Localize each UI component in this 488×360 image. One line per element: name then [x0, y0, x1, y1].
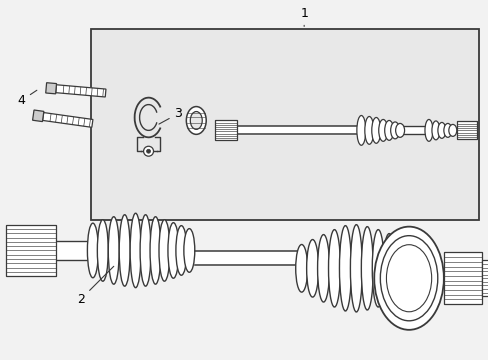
Ellipse shape: [150, 217, 161, 284]
Ellipse shape: [443, 123, 451, 137]
Ellipse shape: [295, 244, 307, 292]
Ellipse shape: [306, 239, 318, 297]
Ellipse shape: [176, 226, 186, 275]
Ellipse shape: [159, 220, 169, 281]
Bar: [481, 260, 488, 296]
Ellipse shape: [119, 215, 130, 286]
Circle shape: [146, 149, 150, 153]
Circle shape: [143, 146, 153, 156]
Ellipse shape: [108, 217, 119, 284]
Ellipse shape: [437, 122, 445, 138]
Ellipse shape: [395, 123, 404, 137]
Ellipse shape: [186, 107, 206, 134]
Ellipse shape: [167, 223, 179, 278]
Ellipse shape: [361, 227, 372, 310]
Ellipse shape: [87, 223, 98, 278]
Ellipse shape: [339, 226, 351, 311]
Ellipse shape: [130, 213, 141, 288]
Bar: [6, 225, 56, 276]
Text: 1: 1: [300, 7, 307, 26]
Ellipse shape: [448, 125, 456, 136]
Text: 2: 2: [77, 266, 114, 306]
Ellipse shape: [183, 229, 194, 272]
Ellipse shape: [328, 230, 340, 307]
Ellipse shape: [364, 117, 373, 144]
Ellipse shape: [97, 220, 108, 281]
Bar: [215, 121, 237, 140]
Ellipse shape: [371, 230, 384, 307]
Bar: [456, 121, 476, 139]
Ellipse shape: [317, 235, 329, 302]
Ellipse shape: [384, 121, 393, 140]
Ellipse shape: [373, 227, 443, 330]
Ellipse shape: [350, 225, 362, 312]
Ellipse shape: [378, 120, 387, 141]
Ellipse shape: [140, 215, 151, 286]
Text: 3: 3: [159, 107, 182, 124]
Ellipse shape: [383, 234, 394, 303]
Ellipse shape: [356, 116, 365, 145]
Ellipse shape: [431, 121, 439, 140]
Ellipse shape: [190, 112, 202, 129]
Ellipse shape: [371, 117, 380, 143]
Ellipse shape: [424, 120, 432, 141]
Bar: [443, 252, 481, 304]
Polygon shape: [45, 83, 57, 94]
Text: 4: 4: [17, 90, 37, 107]
Ellipse shape: [386, 245, 431, 312]
Polygon shape: [42, 113, 93, 127]
Polygon shape: [33, 110, 44, 122]
Polygon shape: [56, 85, 106, 97]
Ellipse shape: [380, 236, 437, 321]
Bar: [91, 29, 478, 220]
Ellipse shape: [390, 122, 399, 139]
